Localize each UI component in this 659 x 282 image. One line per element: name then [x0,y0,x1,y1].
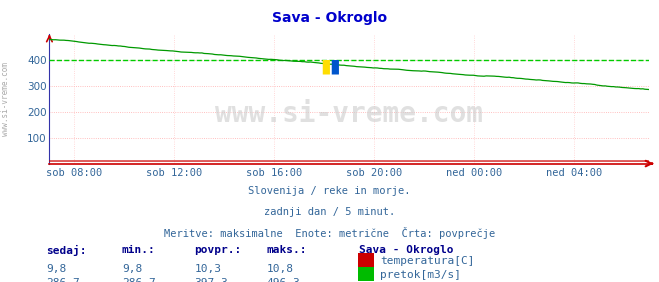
Text: zadnji dan / 5 minut.: zadnji dan / 5 minut. [264,207,395,217]
Text: www.si-vreme.com: www.si-vreme.com [215,100,483,128]
Text: 9,8: 9,8 [46,264,67,274]
Text: povpr.:: povpr.: [194,245,242,255]
Text: temperatura[C]: temperatura[C] [380,256,474,266]
Text: 286,7: 286,7 [122,278,156,282]
Text: Meritve: maksimalne  Enote: metrične  Črta: povprečje: Meritve: maksimalne Enote: metrične Črta… [164,227,495,239]
Text: 286,7: 286,7 [46,278,80,282]
Text: Sava - Okroglo: Sava - Okroglo [272,11,387,25]
Text: 10,3: 10,3 [194,264,221,274]
Text: Sava - Okroglo: Sava - Okroglo [359,245,453,255]
Text: www.si-vreme.com: www.si-vreme.com [1,62,10,136]
Text: 397,3: 397,3 [194,278,228,282]
Text: Slovenija / reke in morje.: Slovenija / reke in morje. [248,186,411,196]
Text: ▮: ▮ [320,57,331,76]
Text: min.:: min.: [122,245,156,255]
Text: maks.:: maks.: [267,245,307,255]
Text: sedaj:: sedaj: [46,245,86,256]
Text: 496,3: 496,3 [267,278,301,282]
Text: ▮: ▮ [329,57,339,76]
Text: 9,8: 9,8 [122,264,142,274]
Text: pretok[m3/s]: pretok[m3/s] [380,270,461,280]
Text: 10,8: 10,8 [267,264,294,274]
